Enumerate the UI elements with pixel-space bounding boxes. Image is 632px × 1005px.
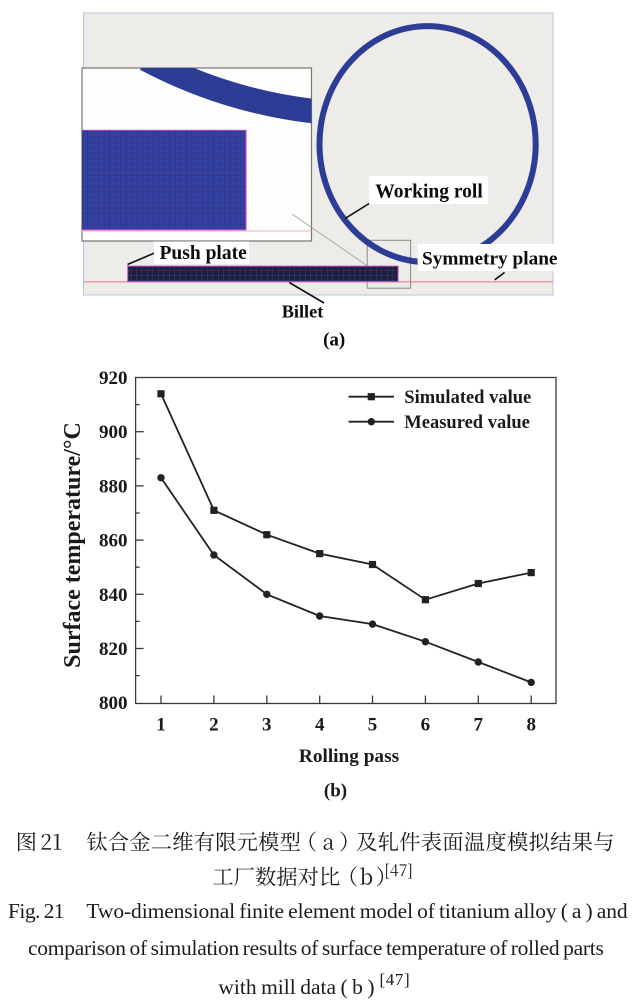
svg-text:860: 860 bbox=[99, 531, 128, 552]
svg-text:900: 900 bbox=[99, 422, 128, 443]
svg-text:Working roll: Working roll bbox=[375, 181, 483, 202]
svg-text:Simulated value: Simulated value bbox=[404, 388, 531, 408]
svg-text:(a): (a) bbox=[323, 330, 345, 351]
svg-text:4: 4 bbox=[315, 715, 325, 736]
svg-text:Rolling pass: Rolling pass bbox=[299, 746, 400, 767]
svg-text:6: 6 bbox=[421, 715, 431, 736]
svg-text:1: 1 bbox=[156, 715, 166, 736]
svg-text:7: 7 bbox=[474, 715, 484, 736]
svg-text:800: 800 bbox=[99, 693, 128, 714]
svg-text:920: 920 bbox=[99, 368, 128, 389]
svg-text:Push plate: Push plate bbox=[160, 243, 248, 264]
svg-text:(b): (b) bbox=[324, 781, 347, 802]
svg-text:880: 880 bbox=[99, 476, 128, 497]
svg-text:Symmetry plane: Symmetry plane bbox=[422, 248, 558, 269]
svg-text:5: 5 bbox=[368, 715, 378, 736]
svg-text:820: 820 bbox=[99, 639, 128, 660]
svg-text:3: 3 bbox=[262, 715, 272, 736]
svg-text:Measured value: Measured value bbox=[404, 413, 530, 433]
svg-text:840: 840 bbox=[99, 585, 128, 606]
svg-text:8: 8 bbox=[526, 715, 536, 736]
svg-text:Billet: Billet bbox=[282, 301, 324, 321]
svg-text:Surface temperature/°C: Surface temperature/°C bbox=[60, 422, 86, 668]
svg-text:2: 2 bbox=[209, 715, 219, 736]
